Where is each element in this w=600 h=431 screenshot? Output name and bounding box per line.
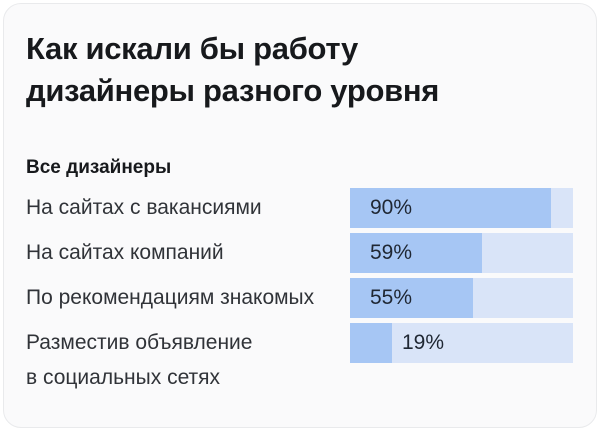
bar-chart: На сайтах с вакансиями 90% На сайтах ком… [23,188,573,395]
bar-track: 59% [350,233,573,273]
chart-row: По рекомендациям знакомых 55% [23,278,573,318]
bar-track: 90% [350,188,573,228]
bar-track: 55% [350,278,573,318]
chart-row: На сайтах компаний 59% [23,233,573,273]
category-label: На сайтах с вакансиями [26,196,262,219]
bar-fill [350,188,551,228]
bar-value-label: 55% [370,286,413,309]
chart-row: Разместив объявление в социальных сетях … [23,323,573,395]
bar-fill [350,233,482,273]
chart-row: На сайтах с вакансиями 90% [23,188,573,228]
bar-track: 19% [350,323,573,363]
page-title: Как искали бы работу дизайнеры разного у… [26,31,440,108]
bar-value-label: 19% [402,331,445,354]
bar-fill [350,278,473,318]
category-label: По рекомендациям знакомых [26,286,315,309]
chart-card: Как искали бы работу дизайнеры разного у… [3,3,597,428]
category-label: Разместив объявление в социальных сетях [26,331,253,389]
category-label: На сайтах компаний [26,241,224,264]
bar-value-label: 90% [370,196,413,219]
chart-group-subtitle: Все дизайнеры [26,157,172,178]
bar-fill [350,323,393,363]
bar-value-label: 59% [370,241,413,264]
